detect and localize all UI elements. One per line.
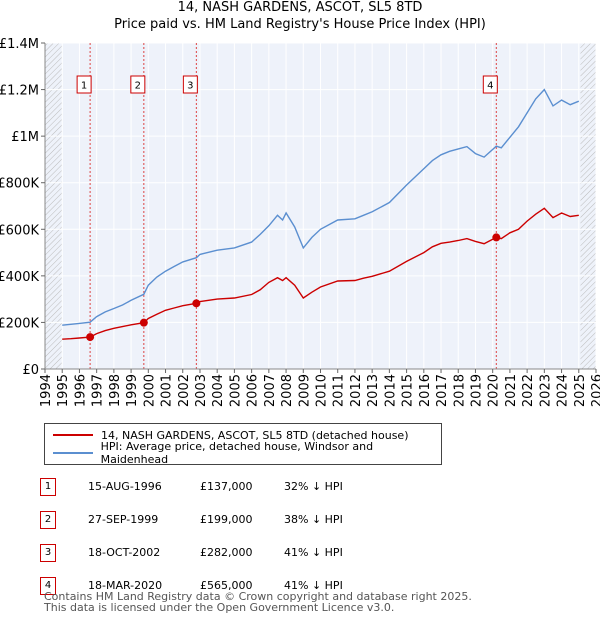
legend-hpi-label: HPI: Average price, detached house, Wind… xyxy=(100,440,374,466)
legend-property-label: 14, NASH GARDENS, ASCOT, SL5 8TD (detach… xyxy=(101,428,409,442)
sale-price: £137,000 xyxy=(200,480,253,493)
x-tick-label: 2002 xyxy=(177,374,192,407)
footer: Contains HM Land Registry data © Crown c… xyxy=(44,591,472,613)
sale-label-box xyxy=(130,75,146,94)
sale-number-badge: 1 xyxy=(40,477,56,496)
sale-date: 15-AUG-1996 xyxy=(88,480,162,493)
x-tick-label: 2015 xyxy=(401,374,416,407)
sale-label-box xyxy=(76,75,92,94)
x-tick-label: 1998 xyxy=(108,374,123,407)
sale-hpi-diff: 41% ↓ HPI xyxy=(284,546,343,559)
x-tick-label: 2012 xyxy=(349,374,364,407)
sale-label-text: 3 xyxy=(187,81,193,92)
sale-number-badge: 2 xyxy=(40,510,56,529)
sale-point xyxy=(139,318,148,327)
x-tick-label: 2017 xyxy=(435,374,450,407)
legend-item-hpi: HPI: Average price, detached house, Wind… xyxy=(45,440,441,466)
x-tick-label: 2021 xyxy=(504,374,519,407)
x-tick-label: 1996 xyxy=(73,374,88,407)
x-tick-label: 1997 xyxy=(91,374,106,407)
x-tick-label: 2001 xyxy=(160,374,175,407)
sale-number-badge: 3 xyxy=(40,543,56,562)
x-tick-label: 2018 xyxy=(452,374,467,407)
x-tick-label: 2006 xyxy=(246,374,261,407)
y-tick-label: £800K xyxy=(0,177,39,192)
hatched-region xyxy=(45,43,63,369)
x-tick-label: 2022 xyxy=(521,374,536,407)
footer-copyright: Contains HM Land Registry data © Crown c… xyxy=(44,590,472,603)
sale-point xyxy=(192,299,201,308)
sale-price: £565,000 xyxy=(200,579,253,592)
sale-point xyxy=(86,333,95,342)
sale-label-text: 1 xyxy=(81,81,87,92)
sale-hpi-diff: 32% ↓ HPI xyxy=(284,480,343,493)
x-tick-label: 2013 xyxy=(366,374,381,407)
x-tick-label: 2007 xyxy=(263,374,278,407)
sale-date: 27-SEP-1999 xyxy=(88,513,159,526)
x-tick-label: 2005 xyxy=(228,374,243,407)
x-tick-label: 2009 xyxy=(297,374,312,407)
x-tick-label: 2014 xyxy=(383,374,398,407)
sale-price: £199,000 xyxy=(200,513,253,526)
legend-blue-line-icon xyxy=(53,452,93,454)
sale-price: £282,000 xyxy=(200,546,253,559)
sale-point xyxy=(492,233,501,242)
sale-label-text: 4 xyxy=(487,81,493,92)
x-tick-label: 2025 xyxy=(573,374,588,407)
y-tick-label: £400K xyxy=(0,270,39,285)
x-tick-label: 2011 xyxy=(332,374,347,407)
x-tick-label: 2020 xyxy=(487,374,502,407)
sale-label-box xyxy=(482,75,498,94)
x-tick-label: 2024 xyxy=(556,374,571,407)
x-tick-label: 2016 xyxy=(418,374,433,407)
x-tick-label: 2026 xyxy=(590,374,600,407)
hpi-line xyxy=(62,88,580,326)
x-tick-label: 2000 xyxy=(142,374,157,407)
legend-red-line-icon xyxy=(53,434,93,436)
x-tick-label: 1999 xyxy=(125,374,140,407)
sale-date: 18-OCT-2002 xyxy=(88,546,161,559)
legend-item-property: 14, NASH GARDENS, ASCOT, SL5 8TD (detach… xyxy=(45,427,408,443)
x-tick-label: 2023 xyxy=(538,374,553,407)
table-row: 3 18-OCT-2002 £282,000 41% ↓ HPI xyxy=(40,536,343,569)
chart-title-line2: Price paid vs. HM Land Registry's House … xyxy=(114,17,486,32)
transactions-table: 1 15-AUG-1996 £137,000 32% ↓ HPI 2 27-SE… xyxy=(40,470,343,602)
sale-hpi-diff: 41% ↓ HPI xyxy=(284,579,343,592)
y-tick-label: £0 xyxy=(22,363,39,378)
x-tick-label: 2004 xyxy=(211,374,226,407)
sale-number-badge: 4 xyxy=(40,576,56,595)
sale-date: 18-MAR-2020 xyxy=(88,579,163,592)
sale-label-box xyxy=(182,75,198,94)
y-tick-label: £200K xyxy=(0,316,39,331)
hatched-region xyxy=(580,43,596,369)
table-row: 1 15-AUG-1996 £137,000 32% ↓ HPI xyxy=(40,470,343,503)
x-tick-label: 2003 xyxy=(194,374,209,407)
y-tick-label: £1M xyxy=(11,130,39,145)
table-row: 2 27-SEP-1999 £199,000 38% ↓ HPI xyxy=(40,503,343,536)
x-tick-label: 2010 xyxy=(315,374,330,407)
y-tick-label: £1.2M xyxy=(0,84,39,99)
chart-title-line1: 14, NASH GARDENS, ASCOT, SL5 8TD xyxy=(177,0,423,15)
price-chart: 1 2 3 4 £0 £200K £400K £600K £800K £1M £1.2M £1.4M 1… xyxy=(0,37,600,407)
x-tick-label: 2008 xyxy=(280,374,295,407)
x-tick-label: 1995 xyxy=(56,374,71,407)
footer-licence: This data is licensed under the Open Gov… xyxy=(44,601,395,614)
sale-hpi-diff: 38% ↓ HPI xyxy=(284,513,343,526)
y-tick-label: £600K xyxy=(0,223,39,238)
x-tick-label: 1994 xyxy=(39,374,54,407)
sale-label-text: 2 xyxy=(135,81,141,92)
legend: 14, NASH GARDENS, ASCOT, SL5 8TD (detach… xyxy=(44,423,442,466)
x-tick-label: 2019 xyxy=(469,374,484,407)
table-row: 4 18-MAR-2020 £565,000 41% ↓ HPI xyxy=(40,569,343,602)
y-tick-label: £1.4M xyxy=(0,37,39,52)
